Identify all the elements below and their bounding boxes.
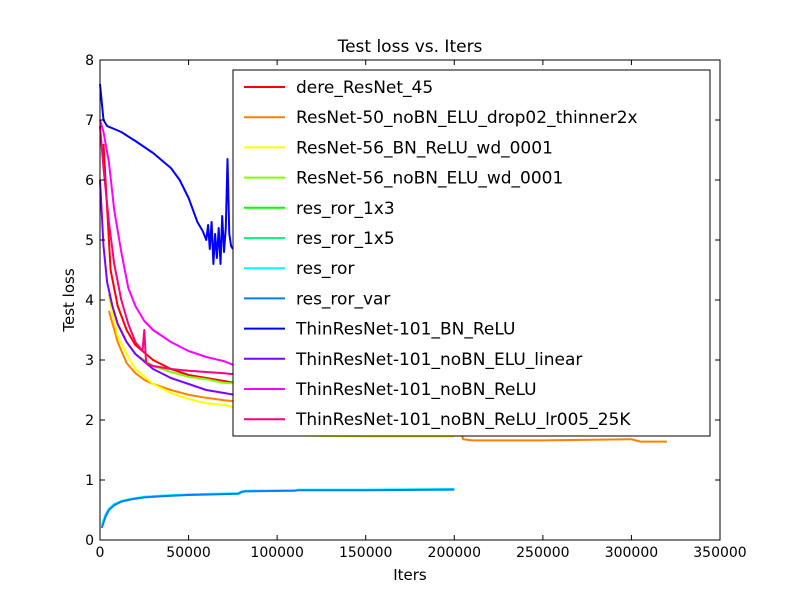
legend-label-11: ThinResNet-101_noBN_ReLU_lr005_25K — [295, 410, 631, 430]
y-tick-label-0: 0 — [85, 533, 94, 549]
legend: dere_ResNet_45 ResNet-50_noBN_ELU_drop02_… — [232, 69, 711, 437]
y-tick-label-4: 4 — [85, 293, 94, 309]
series-layer — [99, 83, 667, 529]
series-line-0 — [102, 143, 242, 385]
y-tick-label-5: 5 — [85, 233, 94, 249]
y-axis-title: Test loss — [60, 268, 78, 332]
series-line-6 — [100, 488, 455, 526]
y-tick-label-1: 1 — [85, 473, 94, 489]
legend-label-9: ThinResNet-101_noBN_ELU_linear — [295, 350, 582, 370]
legend-label-4: res_ror_1x3 — [296, 199, 395, 219]
x-tick-label-4: 200000 — [428, 545, 481, 561]
legend-label-2: ResNet-56_BN_ReLU_wd_0001 — [296, 138, 553, 158]
legend-label-3: ResNet-56_noBN_ELU_wd_0001 — [296, 169, 563, 189]
x-tick-label-7: 350000 — [693, 545, 746, 561]
legend-label-5: res_ror_1x5 — [296, 229, 395, 249]
series-line-10 — [99, 119, 242, 369]
x-tick-label-1: 50000 — [166, 545, 211, 561]
x-tick-label-5: 250000 — [516, 545, 569, 561]
x-axis-title: Iters — [393, 566, 427, 584]
legend-label-8: ThinResNet-101_BN_ReLU — [295, 320, 515, 340]
y-tick-label-3: 3 — [85, 353, 94, 369]
x-tick-label-3: 150000 — [339, 545, 392, 561]
legend-label-1: ResNet-50_noBN_ELU_drop02_thinner2x — [296, 108, 638, 128]
legend-label-0: dere_ResNet_45 — [296, 78, 433, 98]
x-tick-label-2: 100000 — [250, 545, 303, 561]
chart-title: Test loss vs. Iters — [337, 37, 483, 57]
y-tick-label-7: 7 — [85, 113, 94, 129]
series-line-9 — [99, 179, 242, 397]
series-line-11 — [99, 125, 242, 376]
legend-label-7: res_ror_var — [296, 289, 390, 309]
y-tick-label-6: 6 — [85, 173, 94, 189]
series-line-7 — [100, 488, 455, 529]
series-line-8 — [99, 83, 234, 265]
x-tick-label-0: 0 — [96, 545, 105, 561]
axes-layer: 0 50000 100000 150000 200000 250000 300000 3500… — [85, 53, 747, 561]
x-tick-label-6: 300000 — [605, 545, 658, 561]
y-tick-label-8: 8 — [85, 53, 94, 69]
legend-box — [232, 69, 711, 437]
legend-label-6: res_ror — [296, 259, 354, 279]
legend-label-10: ThinResNet-101_noBN_ReLU — [295, 380, 537, 400]
y-tick-label-2: 2 — [85, 413, 94, 429]
